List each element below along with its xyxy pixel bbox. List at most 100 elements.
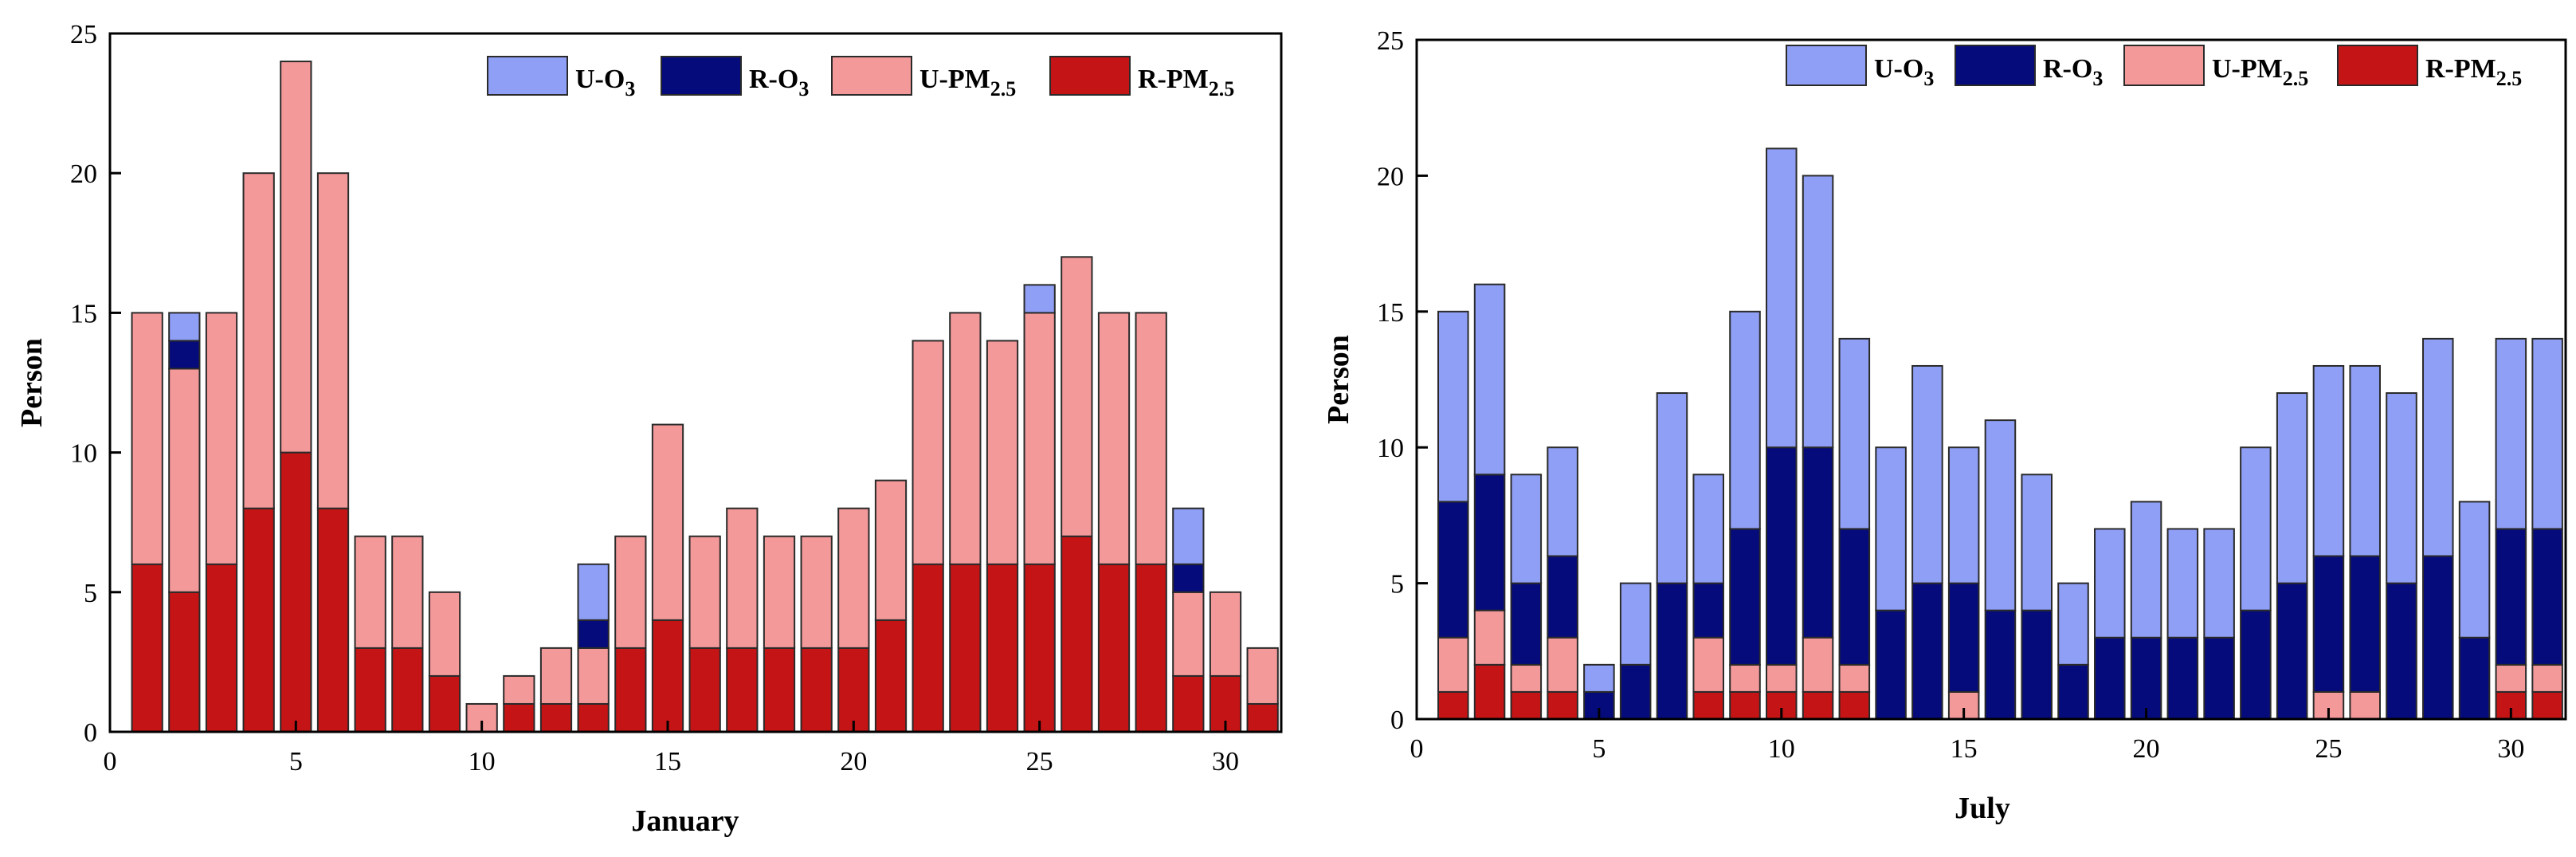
january-bar-r-pm25-day-14	[614, 647, 647, 733]
january-y-tick-label: 5	[84, 579, 97, 608]
january-legend-label-u-pm25: U-PM2.5	[919, 65, 1016, 100]
january-plot-frame	[108, 32, 1283, 733]
january-bar-r-pm25-day-31	[1246, 702, 1279, 733]
january-legend-swatch-u-pm25	[831, 56, 912, 96]
july-bar-r-o3-day-18	[2057, 663, 2089, 721]
january-x-tick-label: 15	[654, 747, 681, 776]
july-bar-u-pm25-day-3	[1510, 663, 1543, 693]
january-bar-u-pm25-day-18	[763, 535, 796, 649]
july-y-tick-label: 10	[1377, 434, 1404, 463]
january-bar-r-pm25-day-13	[577, 702, 610, 733]
january-legend: U-O3 R-O3 U-PM2.5 R-PM2.5	[487, 56, 1234, 100]
july-bar-r-o3-day-10	[1766, 446, 1798, 666]
january-y-tick-label: 10	[70, 439, 97, 469]
january-legend-label-r-pm25: R-PM2.5	[1138, 65, 1234, 100]
january-y-tick-label: 25	[70, 20, 97, 49]
july-bar-u-o3-day-21	[2166, 528, 2199, 639]
july-bar-r-o3-day-31	[2531, 528, 2563, 666]
january-bar-u-pm25-day-23	[949, 312, 982, 565]
july-bar-u-o3-day-9	[1729, 310, 1761, 530]
january-bar-u-o3-day-25	[1023, 284, 1056, 314]
january-x-tick-label: 25	[1026, 747, 1053, 776]
january-bar-r-pm25-day-7	[354, 647, 386, 733]
july-bar-u-o3-day-28	[2422, 337, 2454, 557]
january-y-tick-label: 15	[70, 299, 97, 328]
july-bar-r-o3-day-11	[1802, 446, 1834, 639]
january-bar-r-pm25-day-6	[316, 507, 350, 733]
january-bar-r-pm25-day-21	[874, 619, 908, 733]
july-bar-u-pm25-day-8	[1692, 636, 1724, 693]
july-bar-r-pm25-day-8	[1692, 690, 1724, 720]
july-bar-u-o3-day-11	[1802, 175, 1834, 449]
january-legend-swatch-r-pm25	[1049, 56, 1131, 96]
january-bar-r-pm25-day-12	[539, 702, 573, 733]
january-bar-u-pm25-day-14	[614, 535, 647, 649]
july-legend-label-r-pm25: R-PM2.5	[2425, 54, 2522, 90]
january-bar-u-pm25-day-7	[354, 535, 386, 649]
january-bar-u-pm25-day-17	[726, 507, 759, 649]
july-legend-label-u-pm25: U-PM2.5	[2212, 54, 2308, 90]
january-bar-r-pm25-day-29	[1172, 674, 1205, 733]
july-bar-u-pm25-day-31	[2531, 663, 2563, 693]
july-bars	[1437, 147, 2563, 721]
july-bar-u-o3-day-29	[2458, 501, 2491, 639]
july-bar-u-o3-day-12	[1838, 337, 1871, 530]
july-bar-u-o3-day-25	[2312, 364, 2345, 557]
july-y-axis-title: Person	[1322, 335, 1355, 424]
july-bar-u-o3-day-2	[1473, 283, 1506, 476]
july-y-tick-label: 15	[1377, 298, 1404, 328]
july-bar-r-o3-day-4	[1547, 555, 1578, 639]
july-legend-swatch-u-pm25	[2123, 45, 2205, 86]
january-x-tick-label: 30	[1212, 747, 1239, 776]
july-bar-u-o3-day-24	[2276, 392, 2308, 584]
july-x-tick-label: 25	[2315, 734, 2342, 764]
january-x-axis-title: January	[631, 804, 739, 838]
july-bar-u-pm25-day-2	[1473, 609, 1506, 666]
january-bar-u-o3-day-29	[1172, 507, 1205, 565]
january-bar-r-pm25-day-26	[1061, 535, 1093, 733]
july-x-tick-label: 10	[1768, 734, 1795, 764]
july-plot-frame	[1415, 38, 2567, 721]
january-bar-u-pm25-day-22	[912, 340, 944, 565]
july-x-axis-title: July	[1955, 792, 2010, 825]
july-legend-label-u-o3: U-O3	[1874, 54, 1934, 90]
january-y-tick-label: 0	[84, 718, 97, 748]
january-bar-r-pm25-day-18	[763, 647, 796, 733]
january-bar-r-pm25-day-19	[800, 647, 833, 733]
july-bar-r-pm25-day-1	[1437, 690, 1469, 720]
july-bar-u-o3-day-4	[1547, 446, 1578, 557]
july-bar-r-o3-day-21	[2166, 636, 2199, 721]
july-bar-r-pm25-day-2	[1473, 663, 1506, 721]
july-bar-u-o3-day-15	[1947, 446, 1980, 584]
july-bar-r-o3-day-27	[2386, 582, 2417, 720]
july-legend: U-O3 R-O3 U-PM2.5 R-PM2.5	[1786, 45, 2522, 90]
july-x-tick-label: 20	[2133, 734, 2160, 764]
january-bar-r-pm25-day-24	[986, 563, 1019, 733]
chart-january: 0 5 10 15 20 25 30 0 5 10 15 20 25 U-O3 R-O3 U-PM2.5…	[15, 20, 1283, 838]
january-bar-r-pm25-day-27	[1097, 563, 1131, 733]
july-bar-u-o3-day-7	[1656, 392, 1688, 584]
july-bar-r-o3-day-14	[1911, 582, 1943, 720]
january-bar-u-pm25-day-9	[428, 591, 461, 677]
july-bar-r-o3-day-19	[2094, 636, 2126, 721]
july-legend-swatch-u-o3	[1786, 45, 1867, 86]
july-bar-r-o3-day-17	[2021, 609, 2053, 720]
chart-july: 0 5 10 15 20 25 30 0 5 10 15 20 25 U-O3 R-O3 U-PM2.5…	[1322, 26, 2567, 825]
july-bar-r-o3-day-30	[2495, 528, 2527, 666]
july-bar-r-o3-day-15	[1947, 582, 1980, 693]
january-bar-u-pm25-day-5	[280, 61, 312, 454]
january-bar-u-o3-day-13	[577, 563, 610, 621]
january-bar-u-pm25-day-25	[1023, 312, 1056, 565]
january-bar-u-pm25-day-19	[800, 535, 833, 649]
july-bar-r-pm25-day-12	[1838, 690, 1871, 720]
january-bar-u-pm25-day-15	[651, 423, 684, 621]
july-bar-u-o3-day-17	[2021, 474, 2053, 611]
january-bar-u-pm25-day-8	[391, 535, 424, 649]
january-bar-u-pm25-day-6	[316, 172, 350, 509]
january-bar-r-pm25-day-20	[837, 647, 870, 733]
july-bar-u-o3-day-6	[1619, 582, 1652, 666]
january-bar-u-pm25-day-13	[577, 647, 610, 705]
july-bar-u-o3-day-1	[1437, 310, 1469, 503]
january-x-tick-label: 20	[840, 747, 867, 776]
